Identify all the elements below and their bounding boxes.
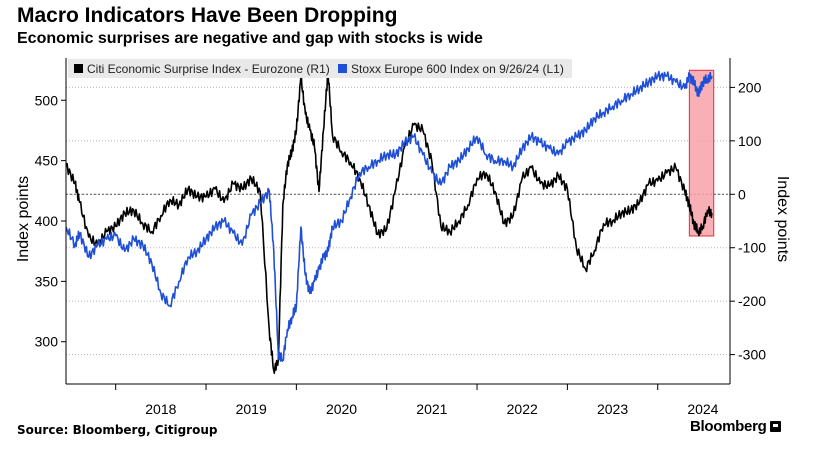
x-tick-label-4: 2022 xyxy=(507,401,538,417)
legend-swatch-stoxx xyxy=(338,64,347,73)
series-layer xyxy=(66,71,712,373)
x-tick-label-2: 2020 xyxy=(326,401,357,417)
right-tick-label-3: 0 xyxy=(738,186,746,202)
right-axis-ticks: -300 -200 -100 0 100 200 xyxy=(730,79,766,362)
right-tick-label-4: 100 xyxy=(738,133,762,149)
legend: Citi Economic Surprise Index - Eurozone … xyxy=(68,59,572,78)
left-axis-label: Index points xyxy=(15,176,32,262)
left-axis-ticks: 300 350 400 450 500 xyxy=(35,92,66,349)
bloomberg-logo: Bloomberg xyxy=(690,418,781,435)
left-tick-label-1: 350 xyxy=(35,273,59,289)
x-axis-ticks: 2018 2019 2020 2021 2022 2023 2024 xyxy=(116,384,719,417)
right-tick-label-2: -100 xyxy=(738,240,766,256)
left-tick-label-3: 450 xyxy=(35,153,59,169)
right-tick-label-0: -300 xyxy=(738,347,766,363)
x-tick-label-6: 2024 xyxy=(687,401,718,417)
source-note: Source: Bloomberg, Citigroup xyxy=(17,423,217,437)
x-tick-label-5: 2023 xyxy=(597,401,628,417)
left-tick-label-0: 300 xyxy=(35,334,59,350)
right-tick-label-1: -200 xyxy=(738,293,766,309)
x-tick-label-3: 2021 xyxy=(416,401,447,417)
right-tick-label-5: 200 xyxy=(738,79,762,95)
grid-lines xyxy=(66,87,730,354)
chart-canvas: 300 350 400 450 500 -300 -200 -100 0 100 200 2018… xyxy=(0,0,833,467)
left-tick-label-2: 400 xyxy=(35,213,59,229)
x-tick-label-1: 2019 xyxy=(236,401,267,417)
legend-label-citi: Citi Economic Surprise Index - Eurozone … xyxy=(87,62,330,76)
left-tick-label-4: 500 xyxy=(35,92,59,108)
legend-swatch-citi xyxy=(74,64,83,73)
right-axis-label: Index points xyxy=(774,176,791,262)
x-tick-label-0: 2018 xyxy=(145,401,176,417)
legend-label-stoxx: Stoxx Europe 600 Index on 9/26/24 (L1) xyxy=(351,62,564,76)
bloomberg-icon xyxy=(770,421,781,432)
series-line-0 xyxy=(66,71,712,373)
brand-text: Bloomberg xyxy=(690,418,766,435)
